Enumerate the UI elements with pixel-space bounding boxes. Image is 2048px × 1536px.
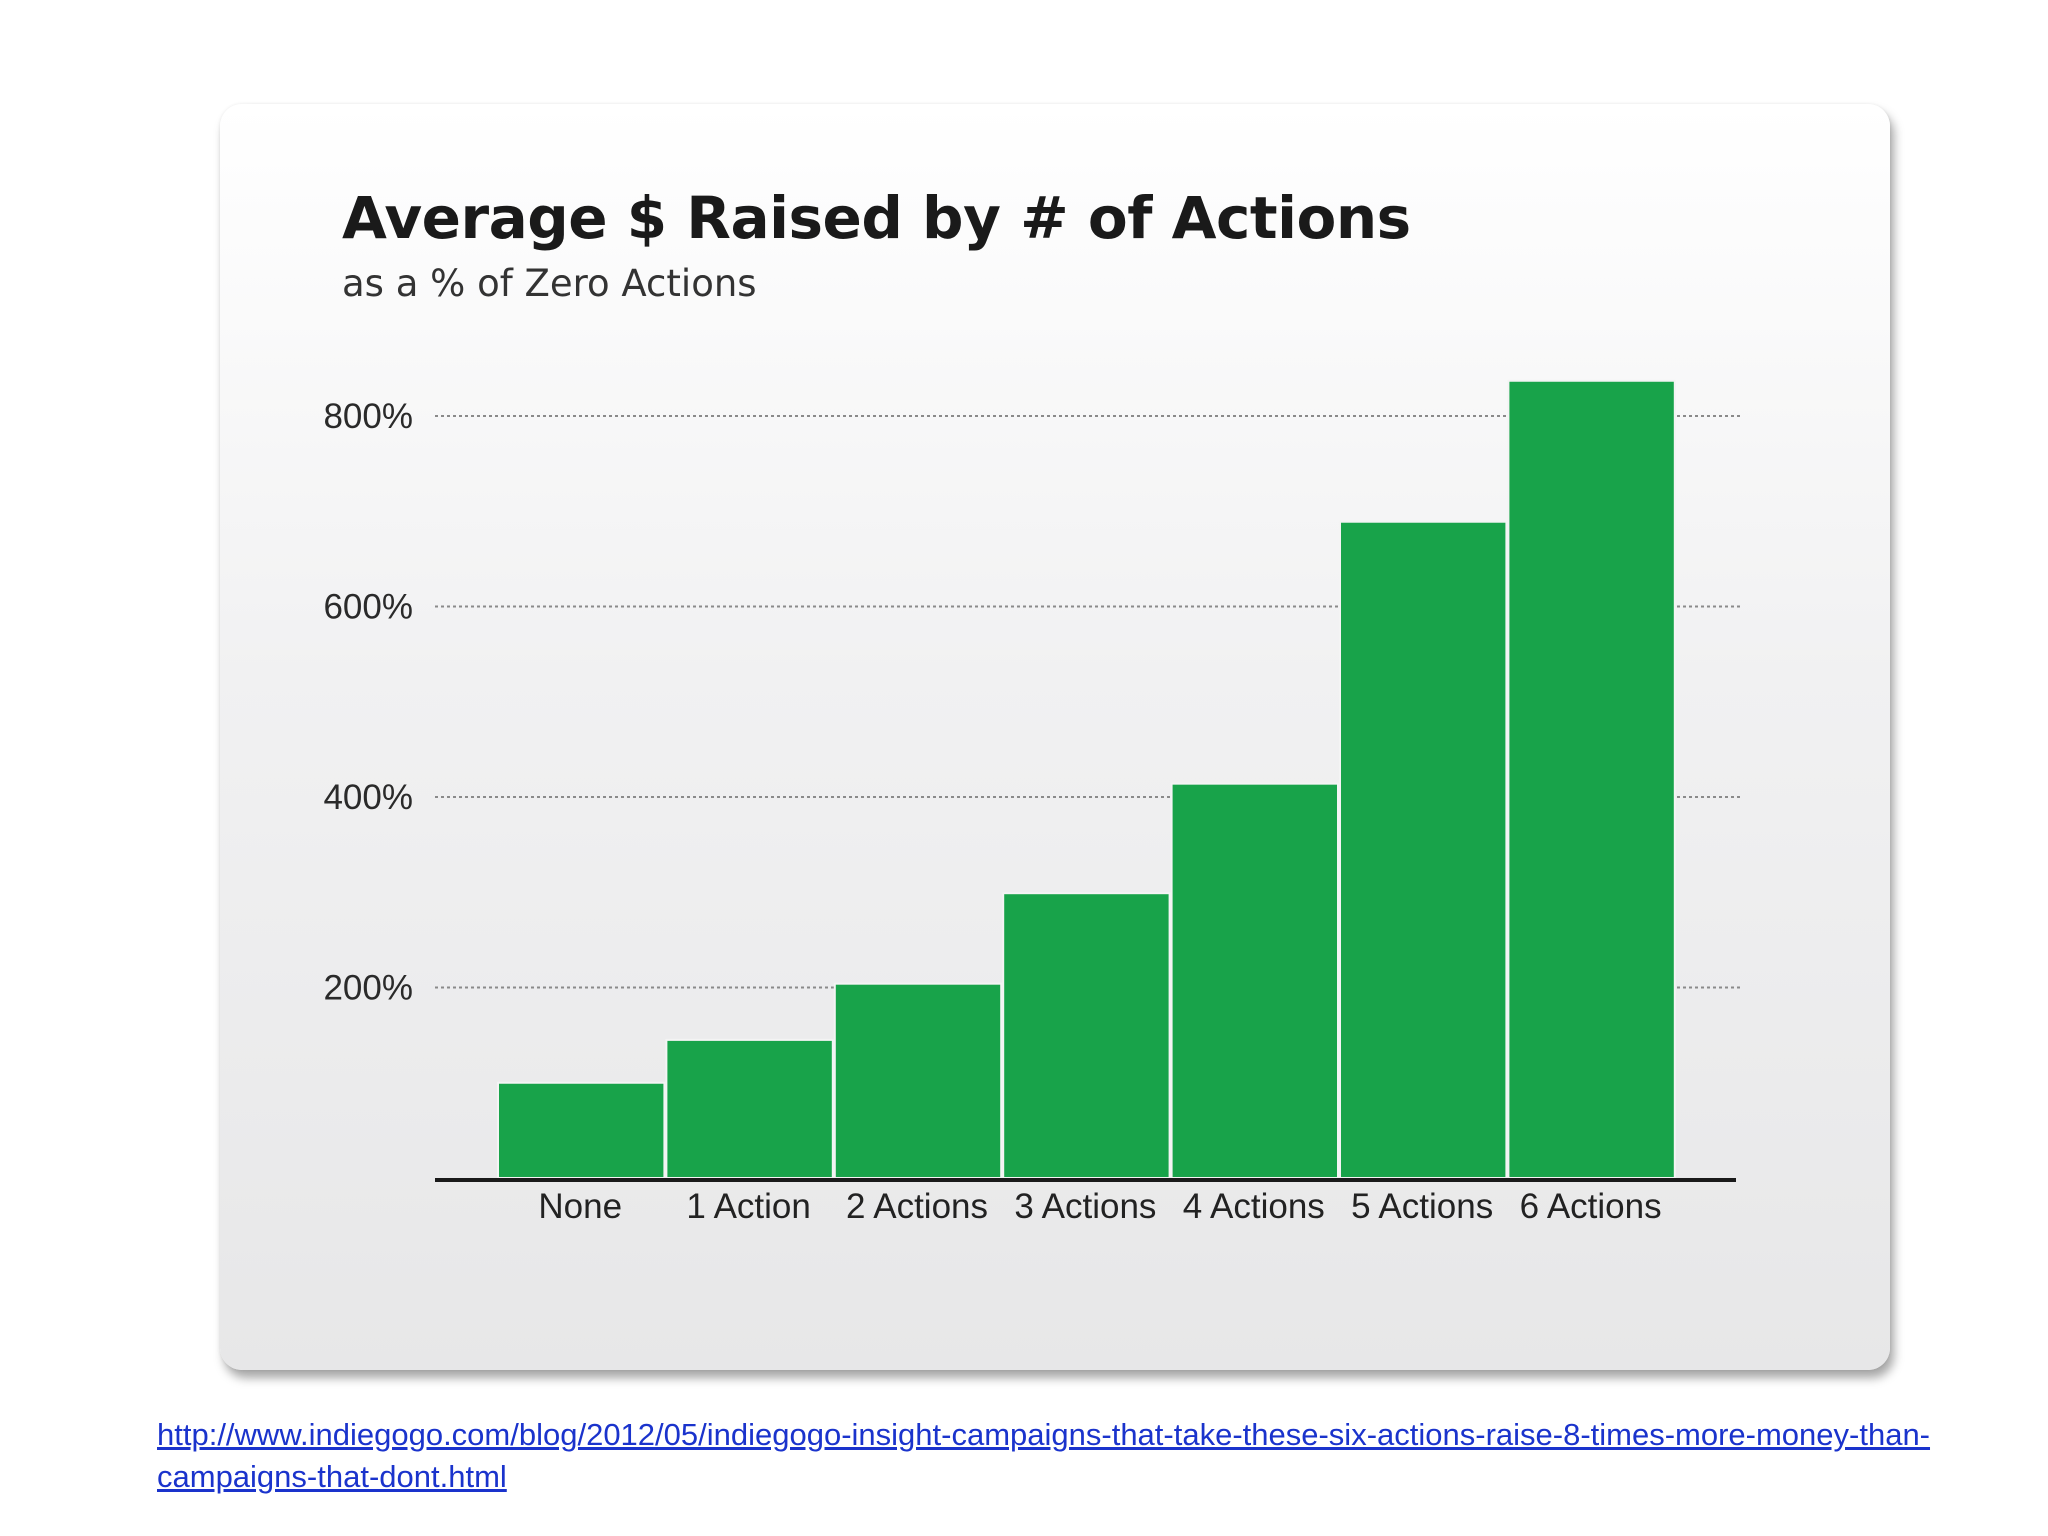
x-tick-labels: None 1 Action 2 Actions 3 Actions 4 Actions 5… [538,1187,1661,1226]
bar [1002,892,1171,1179]
y-tick-label: 400% [323,778,413,817]
chart-subtitle: as a % of Zero Actions [342,262,757,305]
bar [497,1081,666,1179]
x-tick-label: 6 Actions [1520,1187,1662,1226]
x-tick-label: 3 Actions [1014,1187,1156,1226]
bars [497,379,1676,1179]
bar [1507,379,1676,1179]
bar [833,982,1003,1179]
y-tick-labels: 200% 400% 600% 800% [323,397,413,1008]
x-tick-label: 4 Actions [1183,1187,1325,1226]
x-tick-label: 1 Action [686,1187,811,1226]
y-tick-label: 600% [323,588,413,627]
bar [665,1038,834,1179]
bar [1339,520,1508,1179]
y-tick-label: 200% [323,969,413,1008]
x-tick-label: 2 Actions [846,1187,988,1226]
x-tick-label: 5 Actions [1351,1187,1493,1226]
chart-title: Average $ Raised by # of Actions [342,184,1411,252]
bar [1170,782,1339,1179]
gridlines [435,415,1742,989]
x-tick-label: None [538,1187,622,1226]
source-link[interactable]: http://www.indiegogo.com/blog/2012/05/in… [157,1417,1931,1494]
y-tick-label: 800% [323,397,413,436]
